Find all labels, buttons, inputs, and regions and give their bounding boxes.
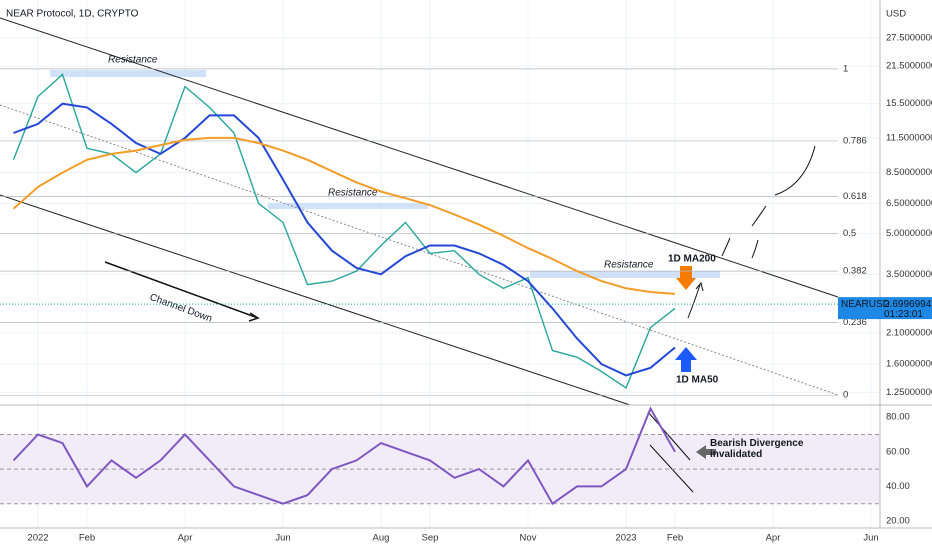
resistance-zone — [530, 271, 720, 278]
fib-label: 0 — [843, 390, 848, 401]
y-tick-label: 60.00 — [886, 446, 910, 457]
y-tick-label: 20.00 — [886, 516, 910, 527]
x-tick-label: Feb — [79, 533, 95, 544]
y-tick-label: 27.50000000 — [886, 32, 932, 43]
ma200-label: 1D MA200 — [668, 254, 716, 265]
y-tick-label: 3.50000000 — [886, 269, 932, 280]
y-tick-label: 21.50000000 — [886, 61, 932, 72]
ma200-arrow — [680, 266, 692, 278]
fib-label: 0.5 — [843, 228, 856, 239]
last-price: 2.69969947 — [884, 299, 932, 310]
series-line — [12, 136, 676, 295]
resistance-zone — [50, 70, 206, 77]
y-tick-label: 1.60000000 — [886, 359, 932, 370]
price-tag — [838, 297, 932, 320]
y-tick-label: 1.25000000 — [886, 387, 932, 398]
annotation: Bearish Divergence invalidated — [710, 438, 804, 460]
y-tick-label: 80.00 — [886, 412, 910, 423]
x-tick-label: Sep — [422, 533, 439, 544]
x-tick-label: Apr — [766, 533, 781, 544]
x-tick-label: Aug — [373, 533, 390, 544]
projection-arrow — [687, 281, 704, 319]
y-tick-label: 5.00000000 — [886, 228, 932, 239]
series-line — [12, 73, 676, 389]
annotation-box: Bearish Divergence invalidated — [710, 438, 804, 460]
annotation: Resistance — [328, 188, 378, 199]
divergence-line — [649, 444, 694, 493]
annotation: Resistance — [604, 260, 654, 271]
chart-title: NEAR Protocol, 1D, CRYPTO — [6, 9, 139, 20]
projection-arrows — [721, 145, 816, 259]
series-line — [13, 102, 676, 377]
x-tick-label: Jun — [863, 533, 878, 544]
fib-label: 0.236 — [843, 317, 867, 328]
x-tick-label: Feb — [667, 533, 683, 544]
fib-label: 1 — [843, 63, 848, 74]
y-tick-label: 15.50000000 — [886, 98, 932, 109]
x-tick-label: Apr — [178, 533, 193, 544]
y-tick-label: 40.00 — [886, 481, 910, 492]
y-tick-label: 11.50000000 — [886, 132, 932, 143]
ma200-arrow — [676, 278, 696, 290]
channel-bottom — [0, 194, 631, 406]
annotation: Resistance — [108, 55, 158, 66]
symbol: NEARUSD — [841, 299, 890, 310]
resistance-zone — [268, 203, 428, 209]
divergence-arrow — [696, 445, 716, 459]
currency: USD — [886, 9, 906, 20]
countdown: 01:23:01 — [884, 309, 923, 320]
y-tick-label: 2.10000000 — [886, 327, 932, 338]
ma50-label: 1D MA50 — [676, 375, 719, 386]
series-line — [12, 406, 676, 506]
x-tick-label: Jun — [275, 533, 290, 544]
fib-label: 0.618 — [843, 191, 867, 202]
arrow-head — [248, 312, 260, 322]
divergence-line — [647, 411, 691, 461]
channel-top — [0, 17, 839, 298]
fib-label: 0.786 — [843, 135, 867, 146]
fib-label: 0.382 — [843, 266, 867, 277]
x-tick-label: Nov — [520, 533, 537, 544]
y-tick-label: 6.50000000 — [886, 198, 932, 209]
x-tick-label: 2022 — [27, 533, 48, 544]
ma50-arrow — [675, 347, 697, 372]
y-tick-label: 8.50000000 — [886, 167, 932, 178]
x-tick-label: 2023 — [615, 533, 636, 544]
